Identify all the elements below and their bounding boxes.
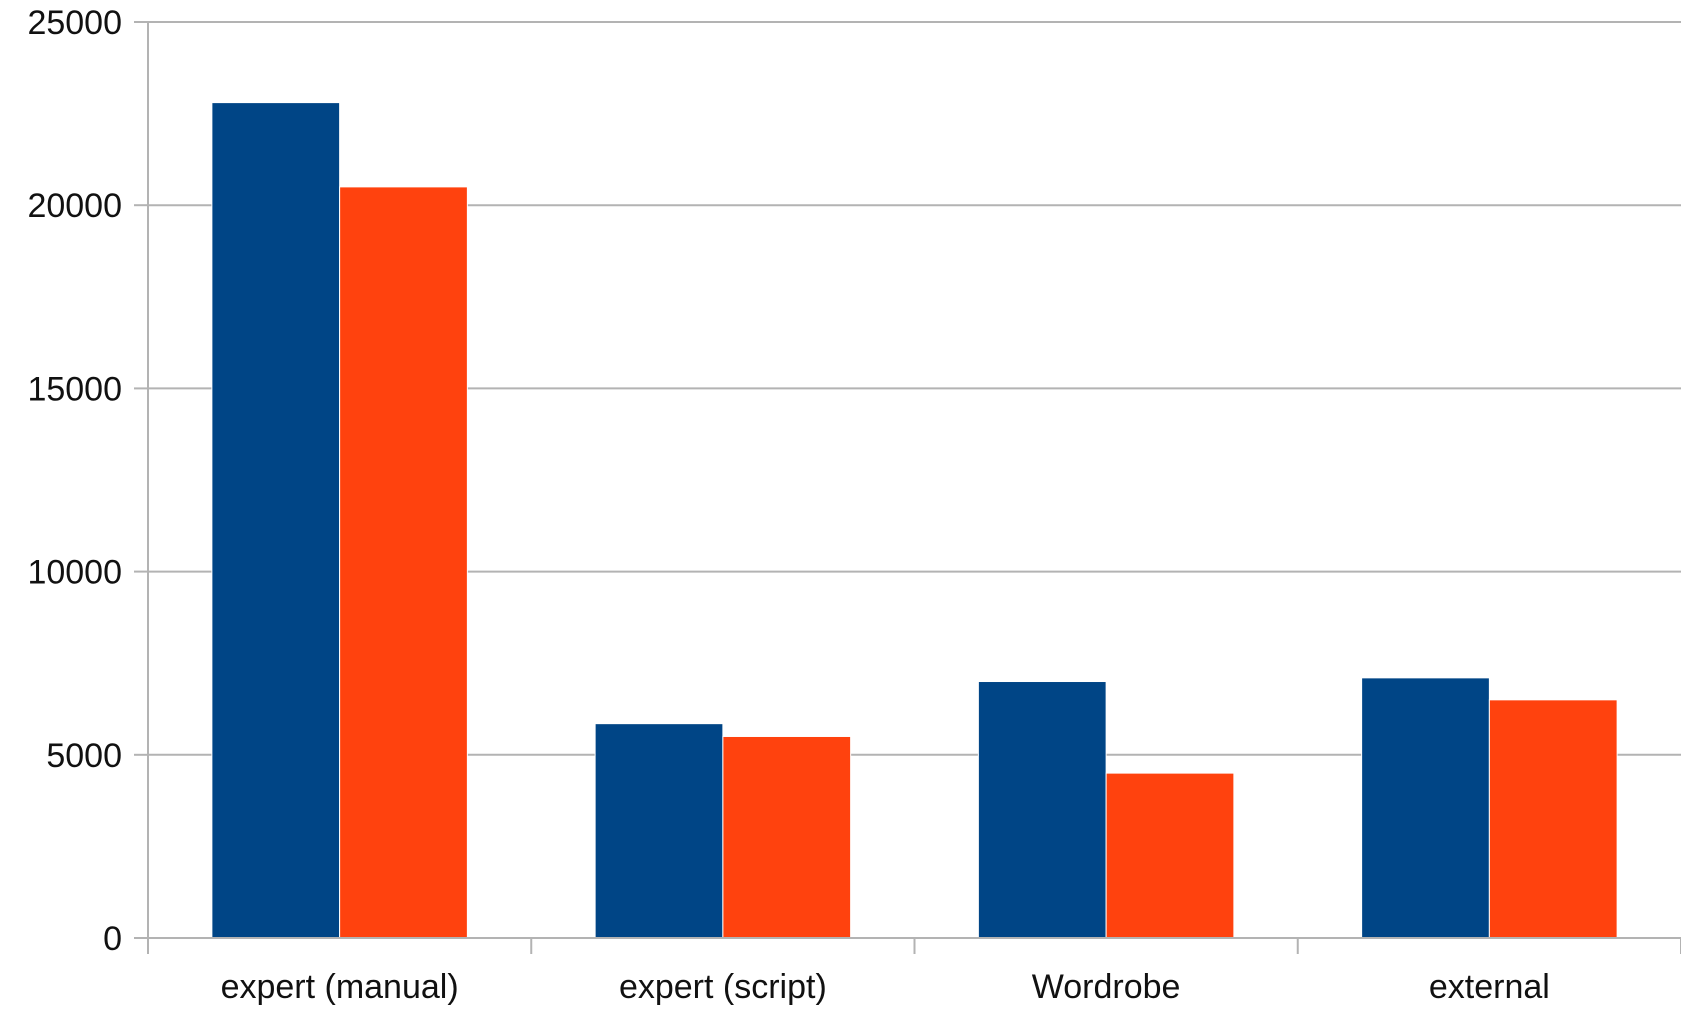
- x-tick-label-2: Wordrobe: [1032, 968, 1181, 1006]
- y-tick-label-15000: 15000: [27, 370, 122, 408]
- bar-series-1-3: [1361, 677, 1490, 939]
- bar-series-2-2: [1105, 772, 1235, 939]
- x-tick-labels: expert (manual) expert (script) Wordrobe ex…: [221, 968, 1550, 1006]
- y-tick-label-0: 0: [103, 920, 122, 958]
- bar-series-2-1: [722, 735, 852, 939]
- y-tick-label-10000: 10000: [27, 554, 122, 592]
- bars: [211, 102, 1618, 939]
- bar-series-2-0: [339, 186, 468, 939]
- bar-series-1-1: [594, 723, 724, 939]
- bar-series-2-3: [1488, 699, 1618, 939]
- x-tick-label-1: expert (script): [619, 968, 827, 1006]
- bar-series-1-0: [211, 102, 341, 939]
- y-tick-label-20000: 20000: [27, 187, 122, 225]
- y-tick-label-25000: 25000: [27, 4, 122, 42]
- bar-series-1-2: [977, 681, 1107, 939]
- x-tick-label-0: expert (manual): [221, 968, 459, 1006]
- x-tick-label-3: external: [1429, 968, 1550, 1006]
- y-tick-labels: 0 5000 10000 15000 20000 25000: [27, 4, 122, 958]
- axes: [134, 21, 1681, 954]
- y-tick-label-5000: 5000: [46, 737, 122, 775]
